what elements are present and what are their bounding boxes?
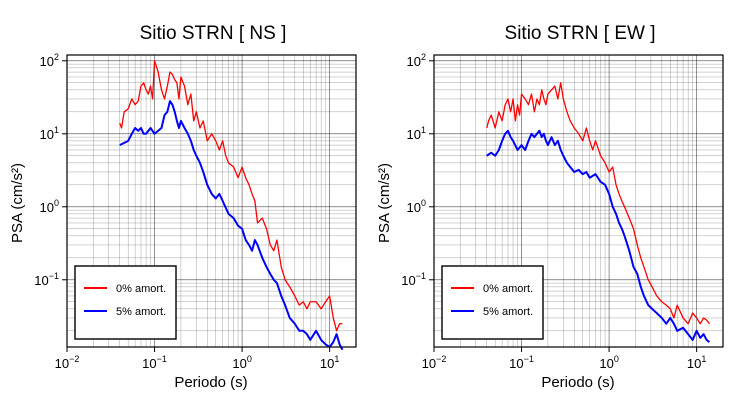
legend-label: 0% amort. xyxy=(483,283,533,295)
y-tick-label: 10−1 xyxy=(34,271,59,288)
x-tick-label: 101 xyxy=(687,354,706,371)
y-tick-label: 102 xyxy=(407,52,426,69)
x-axis-label-ns: Periodo (s) xyxy=(174,374,247,391)
x-tick-label: 101 xyxy=(320,354,339,371)
x-tick-label: 10−1 xyxy=(509,354,534,371)
series-line-0pct xyxy=(119,60,343,332)
x-tick-label: 100 xyxy=(232,354,251,371)
x-tick-label: 10−2 xyxy=(55,354,80,371)
grid xyxy=(433,55,724,347)
y-tick-label: 10−1 xyxy=(401,271,426,288)
y-tick-label: 100 xyxy=(40,198,59,215)
legend-label: 0% amort. xyxy=(116,283,166,295)
y-tick-label: 101 xyxy=(40,125,59,142)
plot-frame xyxy=(66,54,357,348)
y-axis-label-ns: PSA (cm/s²) xyxy=(9,163,26,243)
legend: 0% amort. 5% amort. xyxy=(441,265,544,340)
chart-panel-ew: Sitio STRN [ EW ] Periodo (s) PSA (cm/s²… xyxy=(376,23,724,391)
chart-title-ew: Sitio STRN [ EW ] xyxy=(505,23,656,44)
x-tick-label: 10−2 xyxy=(422,354,447,371)
x-axis-label-ew: Periodo (s) xyxy=(541,374,614,391)
legend-label: 5% amort. xyxy=(116,306,166,318)
legend: 0% amort. 5% amort. xyxy=(74,265,177,340)
y-axis-label-ew: PSA (cm/s²) xyxy=(376,163,393,243)
legend-box xyxy=(74,265,177,340)
y-tick-label: 100 xyxy=(407,198,426,215)
plot-frame xyxy=(433,54,724,348)
chart-panel-ns: Sitio STRN [ NS ] Periodo (s) PSA (cm/s²… xyxy=(9,23,357,391)
legend-box xyxy=(441,265,544,340)
series-line-5pct xyxy=(119,100,344,351)
series-line-0pct xyxy=(486,82,710,325)
x-tick-label: 100 xyxy=(599,354,618,371)
series-line-5pct xyxy=(486,129,711,343)
chart-title-ns: Sitio STRN [ NS ] xyxy=(140,23,287,44)
x-tick-label: 10−1 xyxy=(142,354,167,371)
y-tick-label: 101 xyxy=(407,125,426,142)
y-tick-label: 102 xyxy=(40,52,59,69)
legend-label: 5% amort. xyxy=(483,306,533,318)
